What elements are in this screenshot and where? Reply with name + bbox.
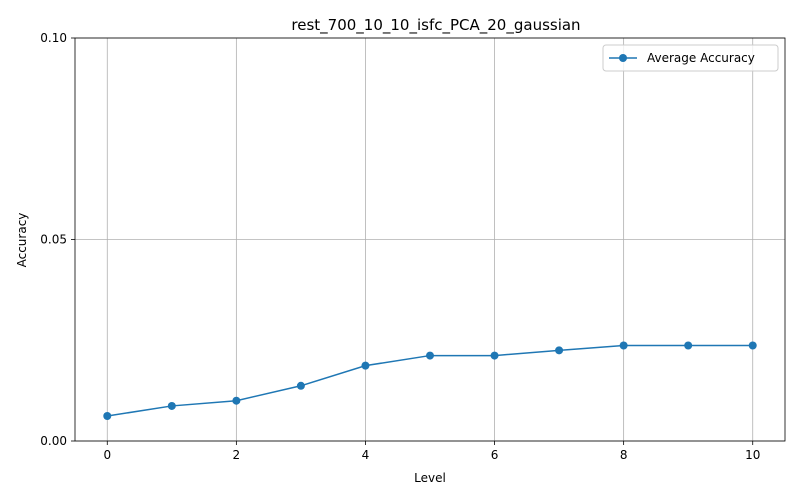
series-layer [103,341,757,421]
x-tick-label: 0 [103,448,111,462]
y-axis-label: Accuracy [15,213,29,268]
data-point [426,351,434,360]
y-tick-label: 0.05 [40,233,67,247]
x-axis-label: Level [414,471,446,485]
data-point [361,361,370,370]
legend-entry-average-accuracy: Average Accuracy [647,51,755,65]
axis-ticks: 0 2 4 6 8 10 0.00 0.05 0.10 [40,31,760,462]
legend-box [602,44,779,72]
data-point [490,351,499,360]
data-point [619,341,628,350]
legend-marker-swatch [619,54,627,62]
data-point [555,346,564,355]
y-tick-label: 0.00 [40,434,67,448]
data-point [167,401,176,410]
x-tick-label: 6 [491,448,499,462]
plot-area-frame [74,37,786,442]
legend: Average Accuracy [602,44,779,72]
data-point [232,396,241,405]
data-point [103,412,112,421]
data-point [684,341,693,350]
data-point [296,381,305,390]
y-tick-label: 0.10 [40,31,67,45]
chart-title: rest_700_10_10_isfc_PCA_20_gaussian [291,16,580,35]
grid [75,37,785,442]
x-tick-label: 8 [620,448,628,462]
x-tick-label: 2 [233,448,241,462]
x-tick-label: 10 [745,448,760,462]
x-tick-label: 4 [362,448,370,462]
data-point [748,341,757,350]
